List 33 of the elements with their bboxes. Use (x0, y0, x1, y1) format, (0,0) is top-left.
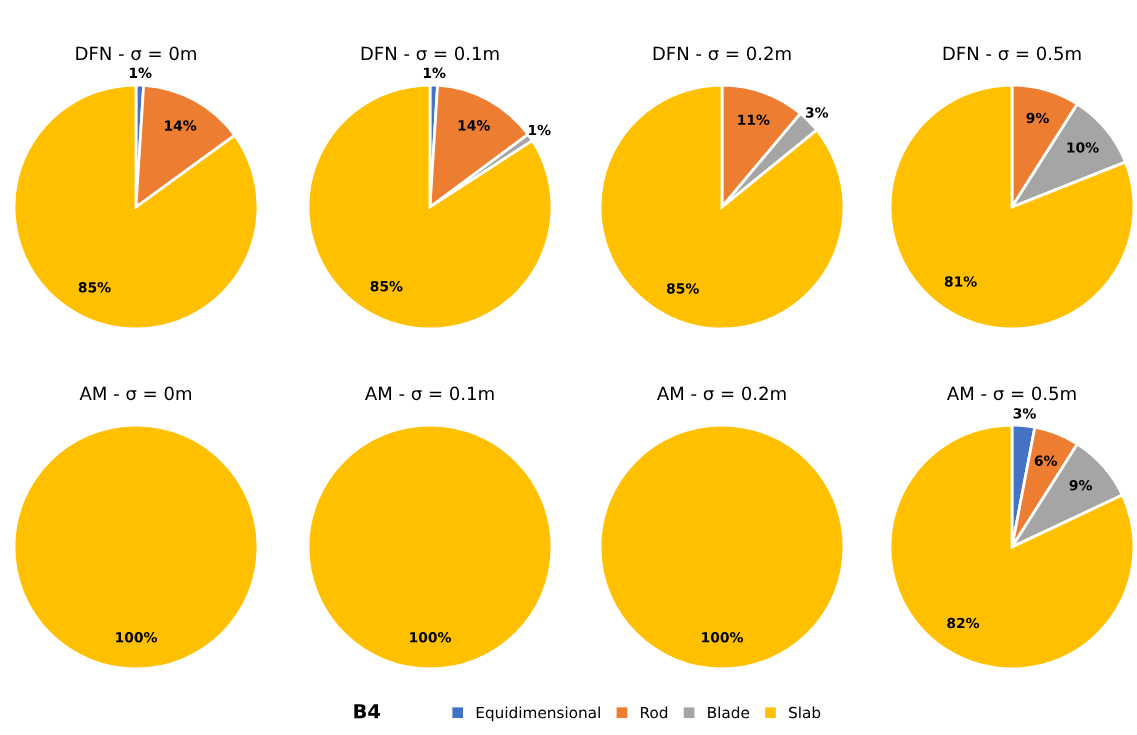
data-label: 81% (944, 276, 977, 287)
data-label: 10% (1067, 142, 1099, 153)
data-label: 14% (165, 120, 197, 131)
legend-label: Slab (789, 706, 821, 719)
chart-title: AM - σ = 0m (79, 386, 191, 401)
data-label: 9% (1069, 480, 1092, 491)
chart-title: AM - σ = 0.2m (657, 386, 786, 401)
data-label: 9% (1026, 112, 1049, 124)
data-label: 100% (116, 632, 158, 643)
data-label: 85% (370, 280, 403, 292)
data-label: 85% (78, 282, 111, 293)
legend-title: B4 (354, 704, 380, 719)
data-label: 1% (423, 67, 446, 79)
legend-label: Rod (641, 706, 668, 719)
data-label: 1% (129, 67, 152, 79)
chart-title: DFN - σ = 0.2m (653, 46, 791, 61)
data-label: 85% (666, 283, 699, 294)
chart-title: AM - σ = 0.5m (947, 386, 1076, 401)
data-label: 6% (1034, 455, 1058, 466)
legend-label: Blade (708, 706, 750, 719)
data-label: 82% (947, 617, 980, 629)
chart-title: AM - σ = 0.1m (365, 386, 494, 401)
data-label: 14% (458, 120, 490, 131)
chart-title: DFN - σ = 0.1m (361, 46, 499, 61)
data-label: 3% (1013, 408, 1036, 419)
data-label: 1% (529, 124, 551, 136)
data-label: 3% (805, 107, 829, 118)
data-label: 100% (410, 632, 452, 643)
chart-title: DFN - σ = 0m (76, 46, 196, 61)
data-label: 100% (702, 632, 744, 643)
legend-label: Equidimensional (476, 706, 600, 722)
chart-title: DFN - σ = 0.5m (943, 46, 1081, 61)
data-label: 11% (738, 114, 770, 126)
